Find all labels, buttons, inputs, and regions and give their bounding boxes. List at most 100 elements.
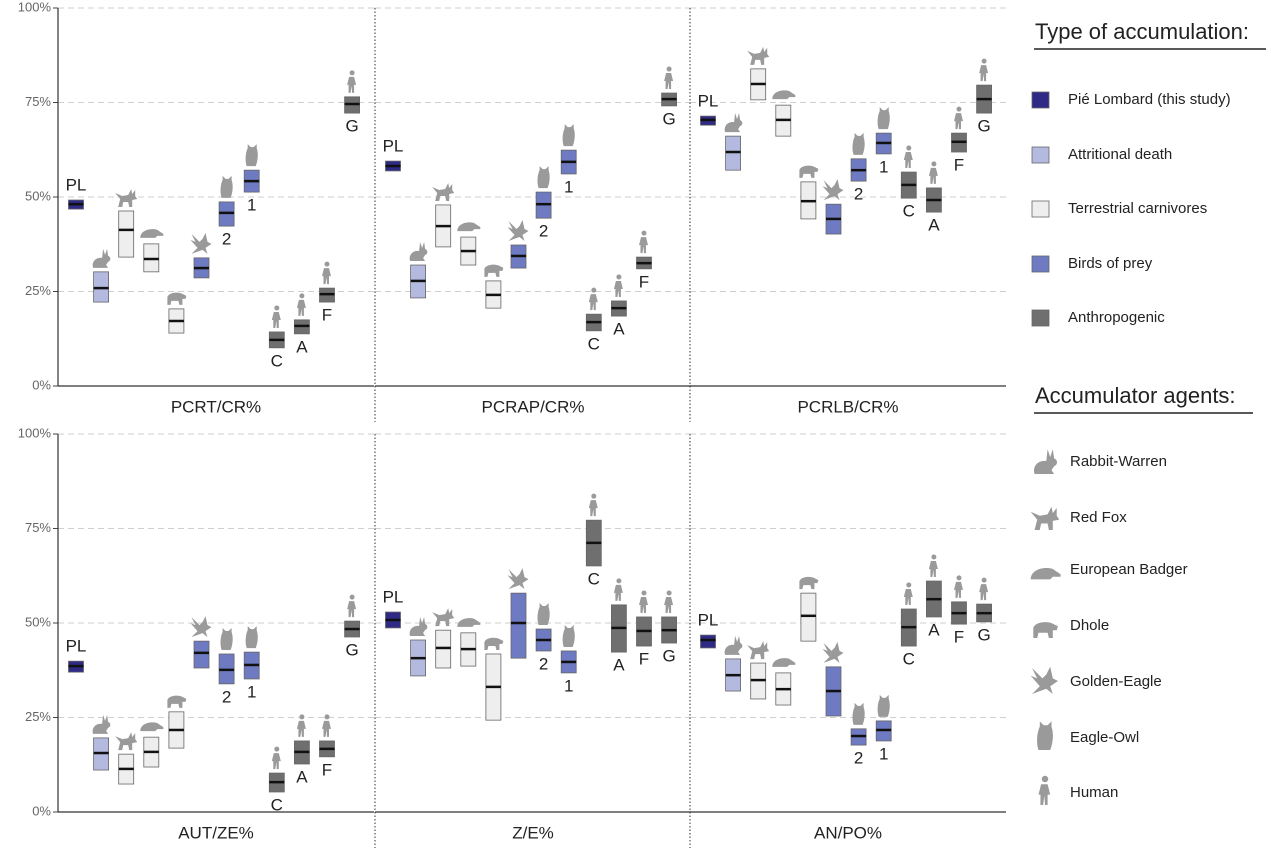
agent-icon	[664, 66, 674, 90]
y-tick-label: 100%	[18, 425, 52, 440]
agent-icon	[457, 618, 481, 627]
agent-icon	[979, 577, 989, 601]
box-label: A	[928, 620, 940, 639]
agent-icon	[877, 107, 890, 130]
box-label: C	[903, 202, 915, 221]
x-axis-label: Z/E%	[512, 823, 554, 842]
agent-icon	[852, 132, 865, 155]
agent-icon	[954, 575, 963, 598]
agent-icon	[613, 274, 623, 297]
box-label: F	[322, 306, 332, 325]
agent-icon	[747, 641, 770, 660]
box-label: A	[296, 337, 308, 356]
agent-icon	[92, 248, 111, 268]
y-tick-label: 50%	[25, 614, 51, 629]
legend-label: Golden-Eagle	[1070, 673, 1162, 690]
box-label: 1	[879, 157, 888, 176]
agent-icon	[115, 188, 138, 207]
legend-swatch	[1031, 200, 1050, 218]
agent-icon	[639, 230, 648, 254]
agent-icon	[1038, 775, 1051, 805]
agent-icon	[588, 287, 598, 311]
agent-icon	[1030, 568, 1061, 580]
box-label: 1	[564, 676, 573, 695]
box-label: C	[588, 334, 600, 353]
agent-icon	[167, 292, 187, 305]
agent-icon	[457, 222, 481, 232]
y-tick-label: 0%	[32, 377, 51, 392]
agent-icon	[409, 617, 428, 637]
range-box	[800, 592, 817, 642]
agent-icon	[322, 261, 331, 285]
legend-label: Dhole	[1070, 617, 1109, 634]
box-label: G	[662, 109, 675, 128]
agent-icon	[484, 637, 504, 650]
agent-icon	[140, 722, 164, 732]
legend-title: Accumulator agents:	[1035, 383, 1236, 408]
agent-icon	[903, 582, 913, 606]
y-tick-label: 50%	[25, 188, 51, 203]
legend-swatch	[1031, 91, 1050, 109]
agent-icon	[140, 229, 164, 238]
agent-icon	[613, 578, 623, 601]
agent-icon	[537, 166, 550, 189]
legend-label: Eagle-Owl	[1070, 729, 1139, 746]
agent-icon	[432, 182, 455, 201]
agent-icon	[562, 624, 575, 647]
agent-icon	[903, 145, 913, 169]
box-label: C	[271, 795, 283, 814]
legend-label: Red Fox	[1070, 509, 1127, 526]
legend-label: Anthropogenic	[1068, 309, 1165, 326]
agent-icon	[664, 590, 674, 613]
box-label: PL	[698, 92, 719, 111]
agent-icon	[724, 113, 743, 133]
x-axis-label: AUT/ZE%	[178, 823, 254, 842]
agent-icon	[271, 305, 281, 328]
agent-icon	[1037, 721, 1053, 750]
agent-icon	[1034, 449, 1058, 474]
legend-swatch	[1031, 309, 1050, 327]
box-label: G	[345, 117, 358, 136]
box-label: G	[345, 640, 358, 659]
box-label: 2	[222, 687, 231, 706]
agent-icon	[167, 695, 187, 708]
box-label: 1	[564, 177, 573, 196]
agent-icon	[220, 627, 233, 650]
box-label: 1	[879, 744, 888, 763]
agent-icon	[877, 694, 890, 717]
agent-icon	[1033, 622, 1058, 638]
x-axis-label: AN/PO%	[814, 823, 882, 842]
box-label: A	[928, 216, 940, 235]
box-label: F	[639, 272, 649, 291]
agent-icon	[928, 161, 938, 184]
agent-icon	[409, 242, 428, 262]
x-axis-label: PCRLB/CR%	[797, 397, 898, 416]
agent-icon	[772, 658, 796, 667]
agent-icon	[747, 46, 770, 65]
legend-label: Rabbit-Warren	[1070, 453, 1167, 470]
agent-icon	[190, 232, 212, 254]
agent-icon	[954, 106, 963, 130]
agent-icon	[296, 293, 306, 316]
agent-icon	[799, 576, 819, 590]
legend-title: Type of accumulation:	[1035, 19, 1249, 44]
legend-label: Birds of prey	[1068, 255, 1153, 272]
range-box	[700, 634, 716, 649]
box-label: PL	[383, 137, 404, 156]
agent-icon	[484, 264, 504, 277]
range-box	[193, 640, 210, 669]
box-label: F	[639, 650, 649, 669]
box-label: G	[662, 647, 675, 666]
box-label: 1	[247, 682, 256, 701]
box-label: 2	[854, 749, 863, 768]
y-tick-label: 25%	[25, 283, 51, 298]
box-label: PL	[66, 176, 87, 195]
agent-icon	[220, 175, 233, 198]
legend-label: Pié Lombard (this study)	[1068, 91, 1231, 108]
agent-icon	[507, 220, 529, 242]
range-box	[510, 592, 527, 659]
agent-icon	[639, 590, 648, 613]
range-box	[118, 210, 135, 258]
box-label: G	[977, 625, 990, 644]
